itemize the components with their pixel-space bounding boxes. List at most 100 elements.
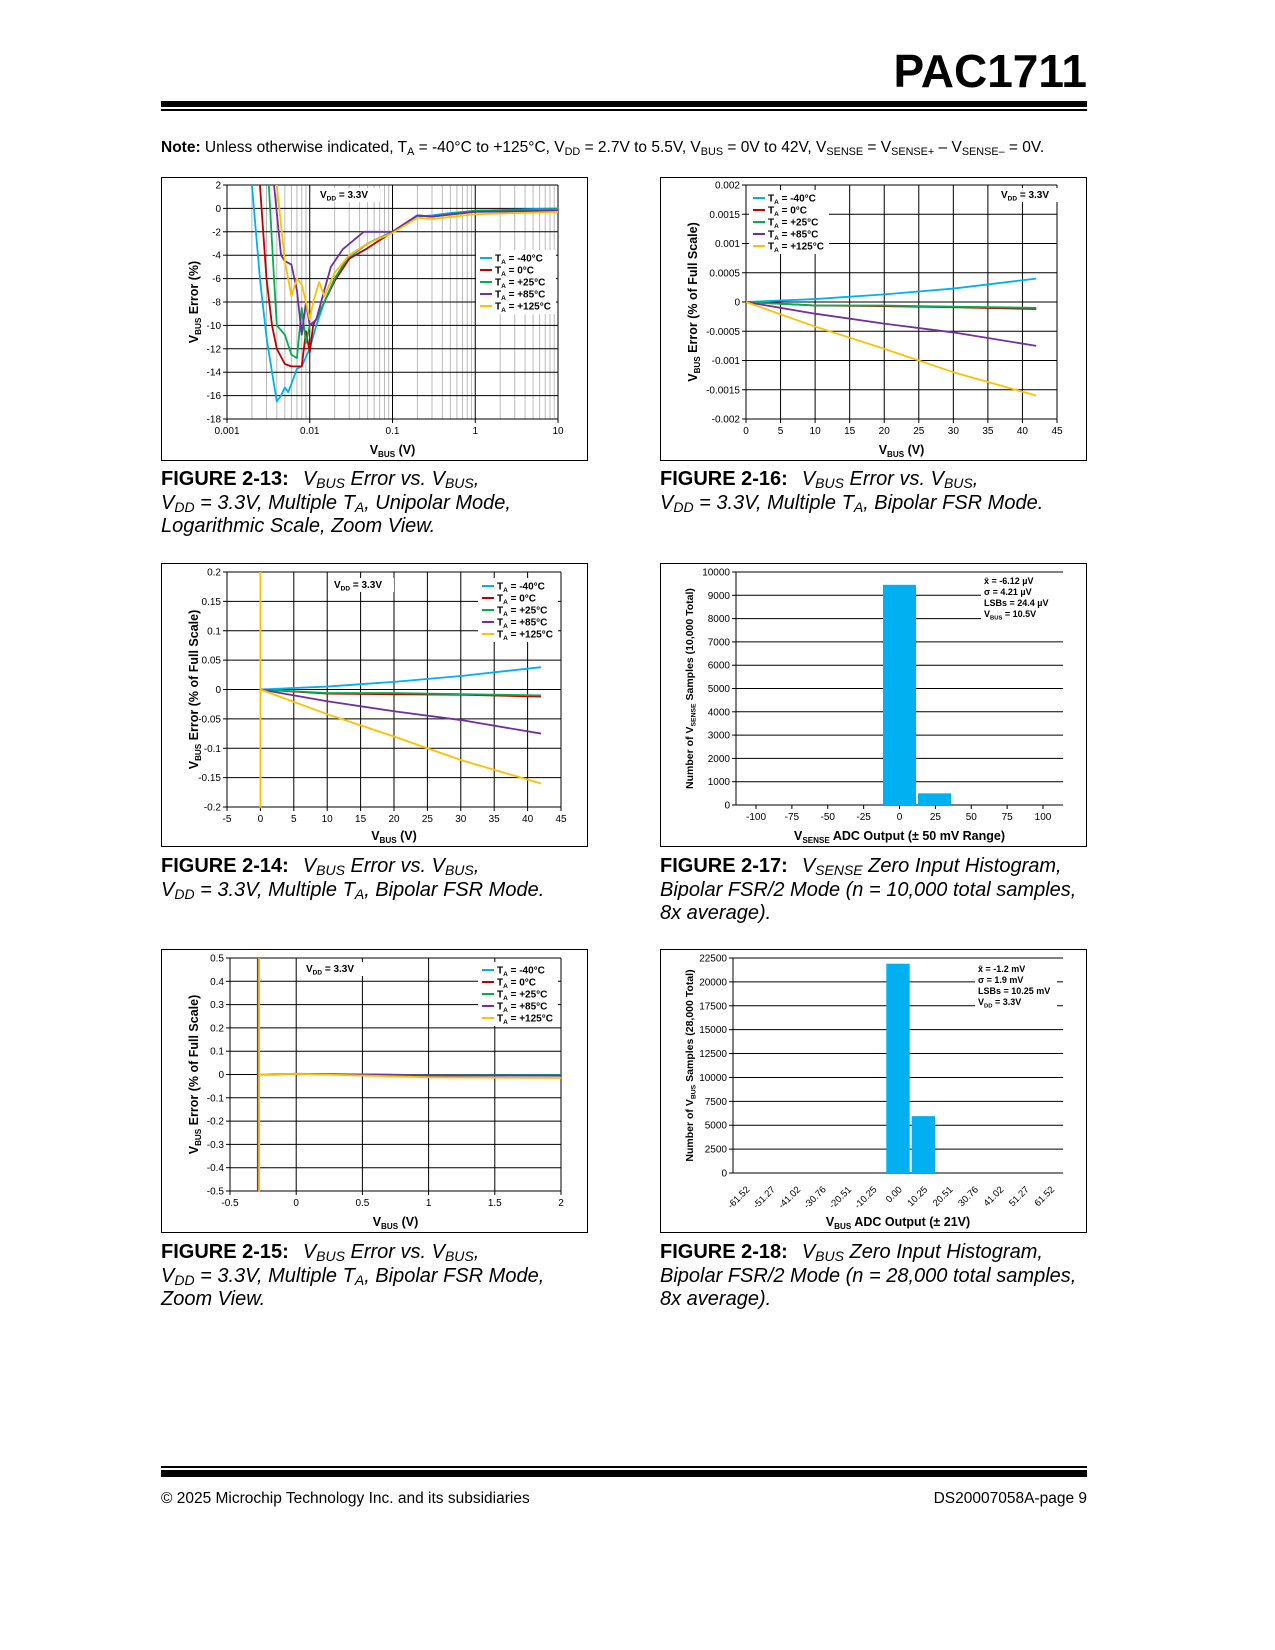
label-sub: BUS (378, 450, 396, 459)
label-main: T (768, 230, 774, 241)
x-tick-label: 0 (897, 812, 903, 823)
vdd-annotation: VDD = 3.3V (334, 580, 382, 593)
x-tick-label: -25 (856, 812, 871, 823)
label-rest: ADC Output (± 50 mV Range) (830, 829, 1005, 843)
label-rest: = -40°C (508, 966, 545, 977)
label-main: T (495, 302, 501, 313)
label-sub: DD (984, 1003, 992, 1009)
y-tick-label: 0 (721, 1169, 727, 1180)
x-axis-title: VBUS (V) (371, 829, 417, 845)
y-axis-title: Number of VBUS Samples (28,000 Total) (684, 969, 698, 1161)
chart-svg: 0.5 0.4 0.3 0.2 0.1 0 -0.1 -0.2 -0.3 -0.4 -0.5-0.5… (187, 954, 564, 1232)
x-tick-label: -61.52 (726, 1184, 753, 1211)
y-tick-label: 8000 (708, 614, 731, 625)
x-tick-label: 45 (1051, 426, 1063, 437)
y-tick-label: 4000 (708, 707, 731, 718)
legend-label: TA = 0°C (768, 206, 807, 219)
y-tick-label: -12 (207, 344, 222, 355)
y-axis-title: Number of VSENSE Samples (10,000 Total) (684, 588, 698, 789)
y-tick-label: 0 (218, 1070, 224, 1081)
legend-label: TA = -40°C (768, 194, 816, 207)
label-main: V (984, 609, 990, 619)
y-tick-label: -0.4 (207, 1163, 225, 1174)
y-axis-title: VBUS Error (% of Full Scale) (187, 995, 203, 1155)
vdd-annotation: VDD = 3.3V (320, 190, 368, 203)
vdd-annotation: VDD = 3.3V (1001, 190, 1049, 203)
legend-label: TA = -40°C (497, 582, 545, 595)
chart-svg: 1000090008000700060005000400030002000100… (684, 568, 1063, 845)
label-sub: A (774, 247, 779, 254)
y-tick-label: 20000 (699, 977, 727, 988)
label-sub: BUS (194, 1128, 203, 1146)
label-main: T (497, 1014, 503, 1025)
legend-label: TA = -40°C (495, 254, 543, 267)
x-tick-label: 0 (258, 814, 264, 825)
label-main: V (371, 829, 380, 843)
label-sub: DD (341, 586, 351, 593)
x-tick-label: 25 (913, 426, 925, 437)
figure-caption-text: VBUS Error vs. VBUS, VDD = 3.3V, Multiple… (161, 468, 511, 537)
y-tick-label: -0.3 (207, 1140, 225, 1151)
y-tick-label: 22500 (699, 954, 727, 965)
histogram-bar (882, 584, 917, 805)
figure-number: FIGURE 2-18: (660, 1241, 788, 1263)
annotation-background (302, 962, 366, 976)
x-tick-label: 45 (555, 814, 567, 825)
legend-label: TA = +125°C (495, 302, 551, 315)
y-tick-label: -4 (212, 251, 221, 262)
x-tick-label: 25 (422, 814, 434, 825)
stats-label: VBUS = 10.5V (984, 609, 1036, 621)
label-sub: A (501, 295, 506, 302)
label-sub: A (774, 235, 779, 242)
series-line (745, 301, 1037, 309)
chart-svg: 0.2 0.15 0.1 0.05 0 -0.05 -0.1 -0.15 -0.2-5 0 5 10 1… (187, 568, 567, 846)
label-sub: A (503, 983, 508, 990)
label-main: T (497, 618, 503, 629)
chart-svg: 0.002 0.0015 0.001 0.0005 0 -0.0005 -0.001 -0.0… (686, 181, 1063, 460)
x-tick-label: 5 (778, 426, 784, 437)
label-rest: = +25°C (508, 606, 548, 617)
series-line (258, 958, 562, 1192)
label-sub: A (774, 199, 779, 206)
x-tick-label: -41.02 (776, 1184, 803, 1211)
figure-number: FIGURE 2-13: (161, 468, 289, 490)
y-tick-label: 10000 (699, 1073, 727, 1084)
y-tick-label: 0.05 (202, 656, 222, 667)
caption-fig-2-13: FIGURE 2-13: VBUS Error vs. VBUS, VDD = 3.… (161, 468, 601, 539)
chart-fig-2-13: 2 0 -2 -4 -6 -8 -10 -12 -14 -16 -18 0.001 0.01 0.1 1 10… (161, 177, 588, 461)
label-sub: BUS (691, 1084, 698, 1099)
label-sub: A (503, 623, 508, 630)
y-tick-label: 0.3 (210, 1000, 224, 1011)
label-main: T (497, 978, 503, 989)
chart-fig-2-17: 10000 9000 8000 7000 6000 5000 4000 3000 2000 100… (660, 563, 1087, 847)
label-rest: Samples (10,000 Total) (684, 588, 696, 703)
label-rest: (V) (904, 443, 924, 457)
y-tick-label: -2 (212, 227, 221, 238)
y-axis-title: VBUS Error (% of Full Scale) (187, 610, 203, 770)
header-rule-thin (161, 109, 1087, 111)
y-tick-label: -0.001 (712, 356, 741, 367)
x-axis-title: VSENSE ADC Output (± 50 mV Range) (794, 829, 1005, 845)
label-rest: ADC Output (± 21V) (851, 1215, 970, 1229)
caption-fig-2-16: FIGURE 2-16: VBUS Error vs. VBUS, VDD = 3.… (660, 468, 1100, 515)
y-tick-label: 0.5 (210, 954, 224, 965)
x-tick-label: -51.27 (751, 1184, 778, 1211)
label-rest: = +85°C (508, 618, 548, 629)
x-axis-title: VBUS (V) (879, 443, 925, 459)
annotation-background (997, 188, 1061, 202)
y-tick-label: -0.0015 (706, 385, 740, 396)
x-tick-label: 0.01 (300, 426, 320, 437)
x-tick-label: 100 (1035, 812, 1052, 823)
footer-rule-thick (161, 1470, 1087, 1477)
legend-label: TA = 0°C (497, 594, 536, 607)
y-tick-label: 3000 (708, 731, 731, 742)
x-tick-label: 0.001 (214, 426, 239, 437)
legend-label: TA = 0°C (497, 978, 536, 991)
caption-fig-2-18: FIGURE 2-18: VBUS Zero Input Histogram, Bi… (660, 1241, 1100, 1312)
label-rest: Error (%) (187, 261, 201, 318)
label-main: V (1001, 190, 1008, 201)
x-tick-label: 1 (426, 1198, 432, 1209)
x-tick-label: 40 (522, 814, 534, 825)
x-tick-label: 50 (966, 812, 978, 823)
